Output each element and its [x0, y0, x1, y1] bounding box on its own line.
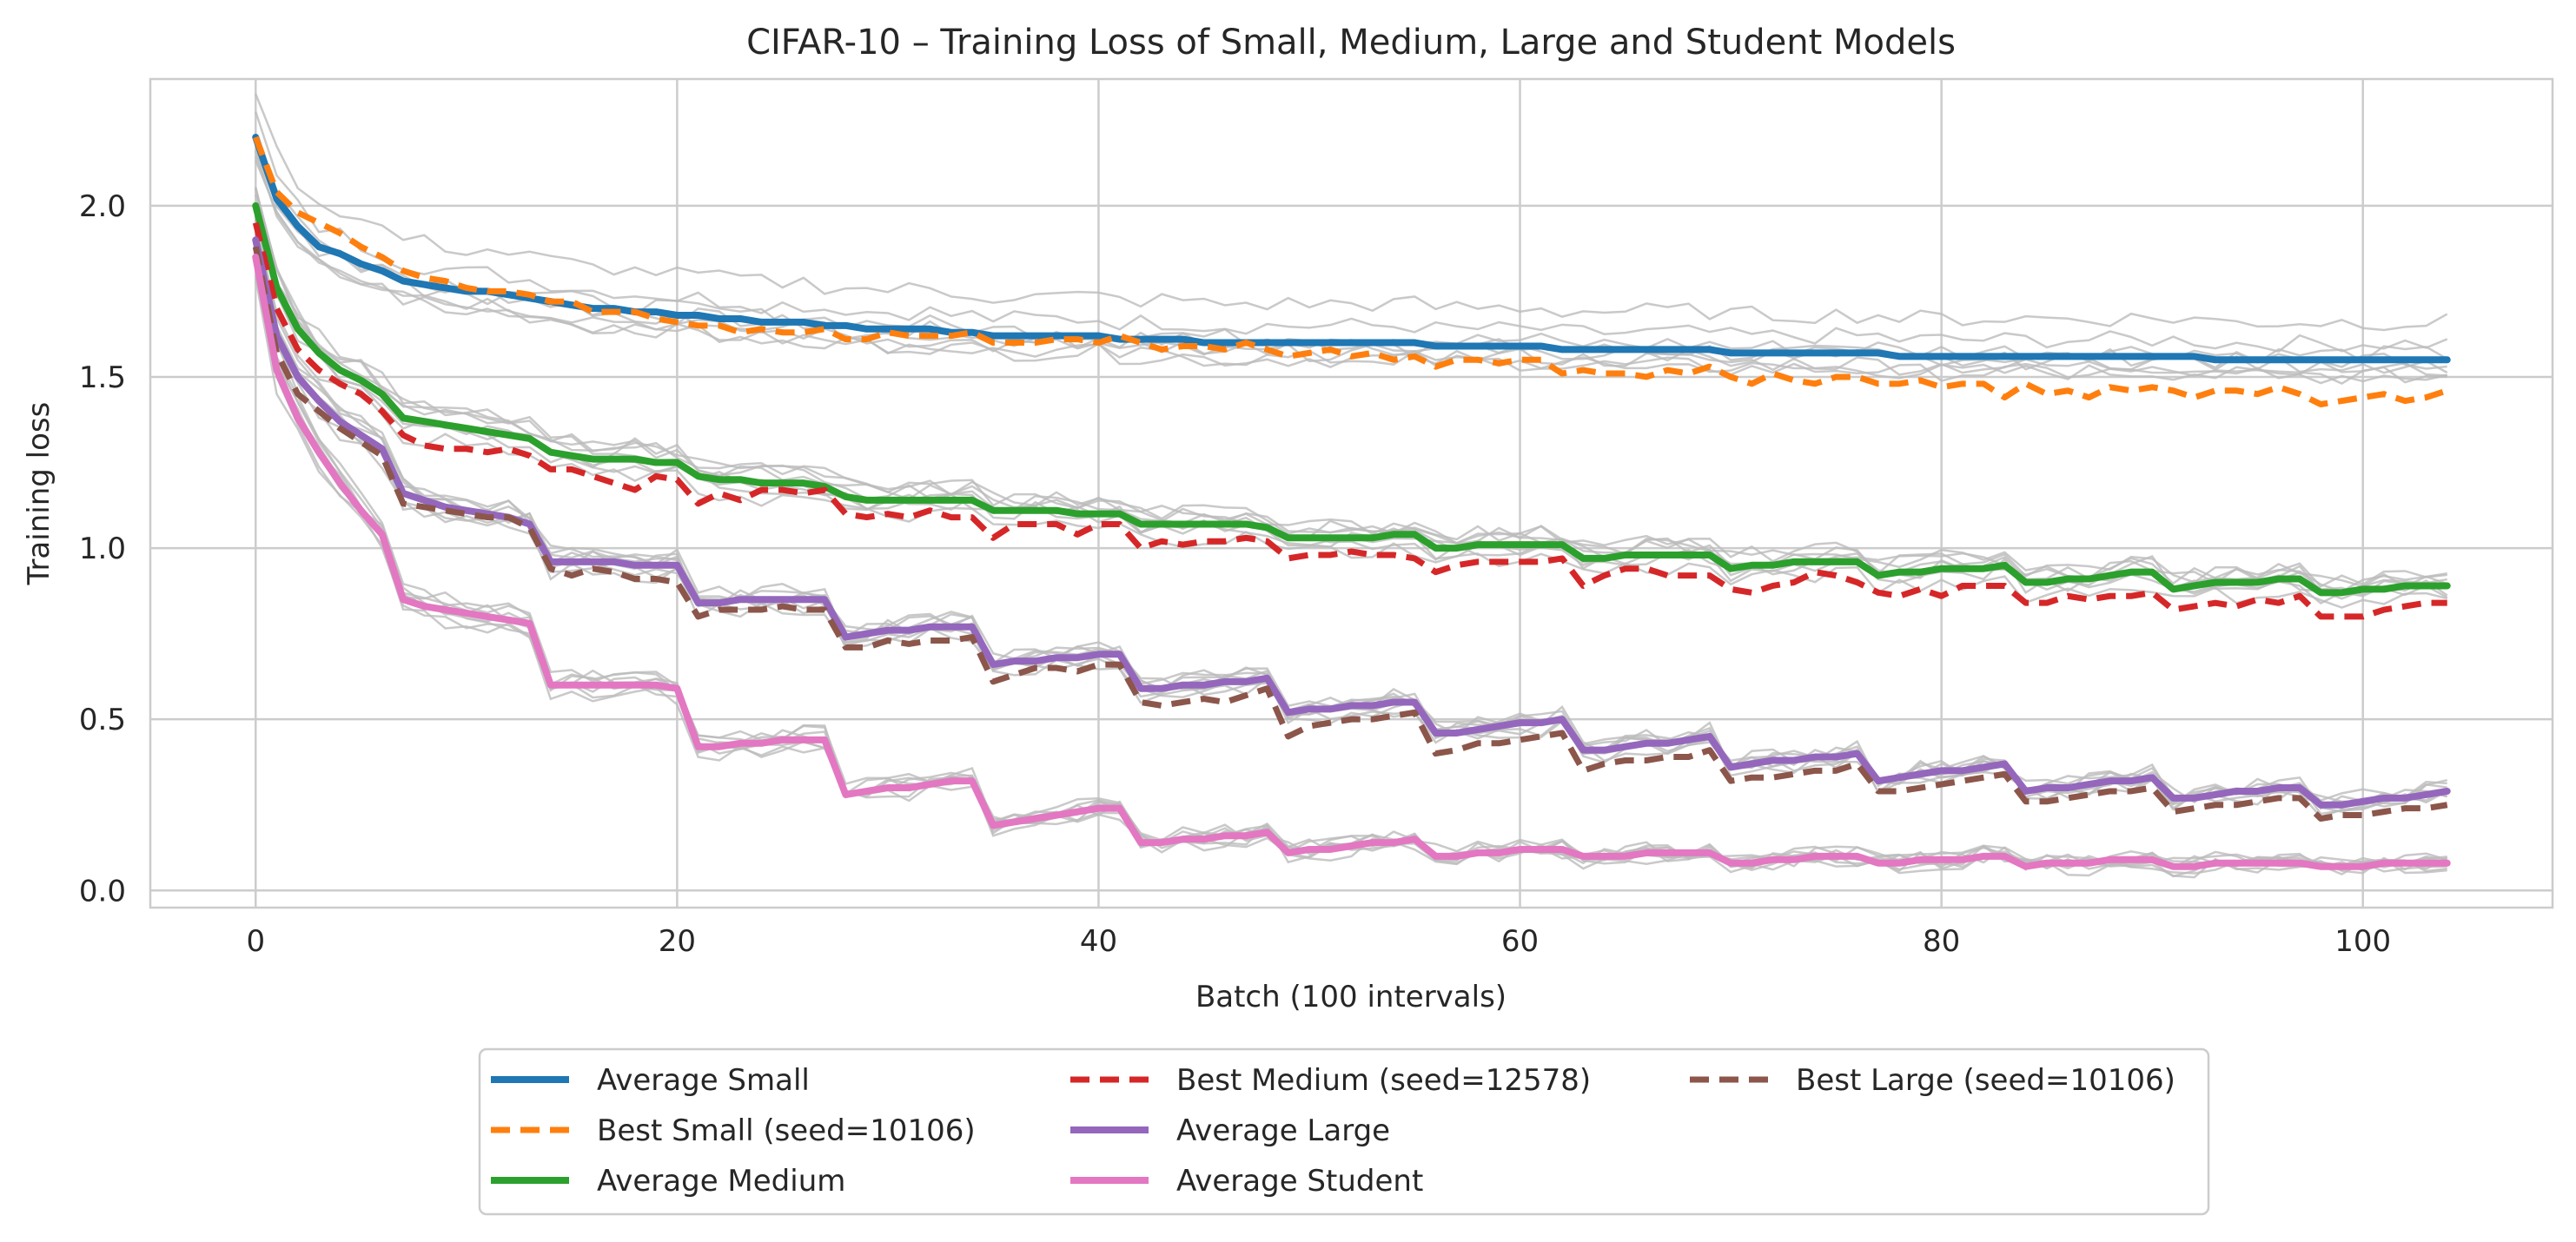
series-line-4 [252, 236, 2451, 809]
series-line-6 [252, 253, 2451, 870]
y-tick-label: 1.0 [79, 532, 126, 566]
legend-box [478, 1047, 2210, 1216]
grid [150, 79, 2553, 908]
y-tick-label: 0.5 [79, 703, 126, 737]
legend-label: Average Large [1176, 1113, 1390, 1148]
chart-title: CIFAR-10 – Training Loss of Small, Mediu… [746, 23, 1956, 63]
x-axis-label: Batch (100 intervals) [1195, 980, 1507, 1014]
series-line-3 [252, 221, 2447, 620]
legend-label: Average Student [1176, 1164, 1423, 1199]
series-line-1 [253, 135, 2448, 408]
individual-run-line [255, 224, 2448, 609]
series-line-0 [252, 134, 2451, 364]
legend: Average Small Best Small (seed=10106) Aver… [478, 1047, 2210, 1216]
y-tick-label: 1.5 [79, 360, 126, 395]
x-tick-label: 0 [246, 924, 265, 959]
individual-run-line [255, 188, 2447, 593]
individual-run-line [255, 215, 2448, 604]
series-line-5 [252, 246, 2448, 822]
y-tick-label: 0.0 [79, 874, 126, 908]
x-tick-label: 40 [1080, 924, 1117, 959]
individual-run-line [255, 262, 2448, 869]
legend-label: Best Large (seed=10106) [1796, 1063, 2175, 1098]
y-tick-labels: 0.0 0.5 1.0 1.5 2.0 [79, 189, 126, 908]
x-tick-label: 60 [1501, 924, 1539, 959]
y-axis-label: Training loss [22, 402, 56, 586]
individual-run-line [255, 245, 2448, 808]
legend-label: Average Medium [597, 1164, 845, 1199]
individual-run-line [255, 111, 2448, 353]
individual-runs [255, 93, 2448, 879]
x-tick-label: 80 [1923, 924, 1960, 959]
x-tick-label: 20 [659, 924, 696, 959]
individual-run-line [255, 150, 2448, 385]
legend-label: Best Small (seed=10106) [597, 1113, 976, 1148]
individual-run-line [255, 93, 2448, 332]
x-tick-label: 100 [2334, 924, 2391, 959]
plot-frame [149, 77, 2554, 909]
series-line-2 [252, 201, 2451, 597]
legend-label: Average Small [597, 1063, 810, 1098]
x-tick-labels: 0 20 40 60 80 100 [246, 924, 2391, 959]
series-lines [252, 134, 2451, 870]
individual-run-line [255, 155, 2447, 380]
y-tick-label: 2.0 [79, 189, 126, 224]
legend-label: Best Medium (seed=12578) [1176, 1063, 1591, 1098]
